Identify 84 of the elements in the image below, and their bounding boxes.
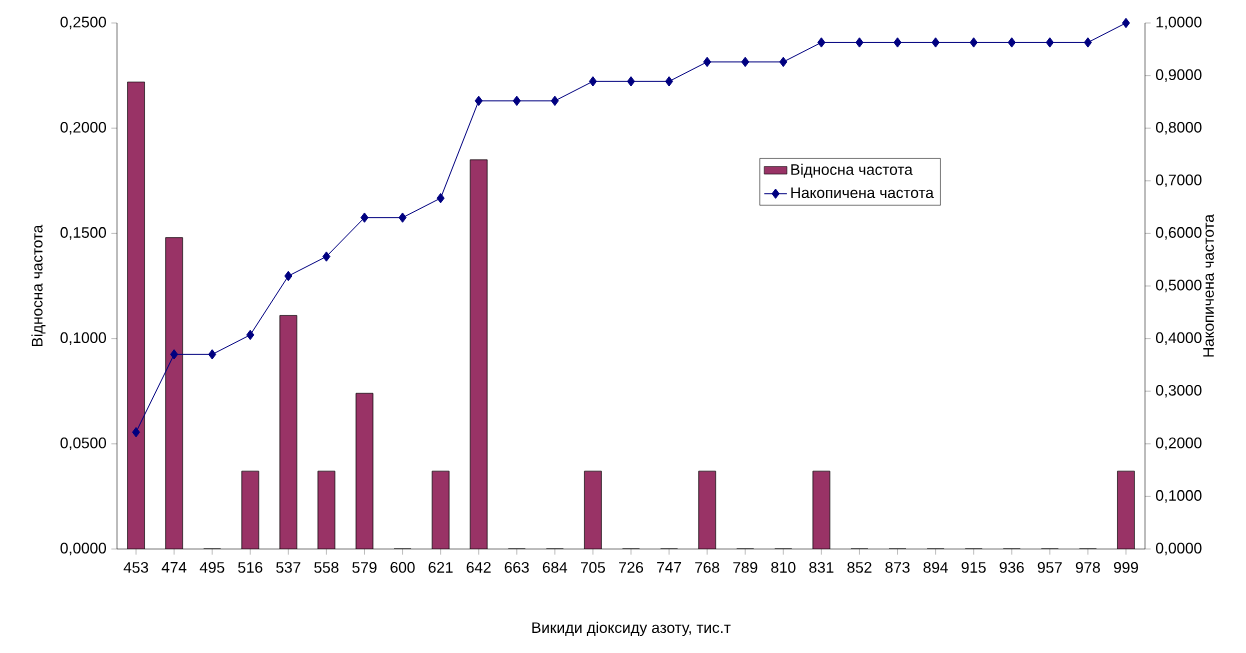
x-tick-label: 516 bbox=[238, 562, 263, 573]
x-tick-label: 621 bbox=[428, 562, 453, 573]
x-tick-label: 999 bbox=[1113, 562, 1138, 573]
x-tick-label: 495 bbox=[199, 562, 225, 573]
x-tick-label: 810 bbox=[771, 562, 796, 573]
point bbox=[322, 251, 331, 262]
x-tick-label: 768 bbox=[695, 562, 720, 573]
point bbox=[398, 212, 407, 223]
point bbox=[512, 95, 521, 106]
x-tick-label: 537 bbox=[276, 562, 301, 573]
y-tick-label: 0,2500 bbox=[60, 16, 107, 30]
point bbox=[132, 427, 141, 438]
point bbox=[360, 212, 369, 223]
point bbox=[246, 329, 255, 341]
point bbox=[665, 76, 674, 87]
point bbox=[1045, 37, 1054, 48]
point bbox=[855, 37, 864, 48]
bar bbox=[165, 237, 183, 549]
y2-tick-label: 0,6000 bbox=[1155, 227, 1202, 240]
x-tick-label: 915 bbox=[961, 562, 986, 573]
point bbox=[1121, 17, 1130, 29]
legend-label: Відносна частота bbox=[791, 163, 913, 178]
point bbox=[627, 76, 635, 87]
x-tick-label: 642 bbox=[466, 562, 491, 573]
point bbox=[550, 95, 559, 106]
x-tick-label: 957 bbox=[1037, 562, 1062, 573]
point bbox=[208, 349, 217, 360]
point bbox=[170, 349, 179, 360]
point bbox=[1007, 37, 1016, 48]
x-tick-label: 579 bbox=[352, 562, 377, 573]
point bbox=[817, 37, 826, 48]
x-tick-label: 894 bbox=[923, 562, 948, 573]
y-tick-label: 0,1000 bbox=[60, 332, 107, 345]
point bbox=[893, 37, 902, 48]
x-tick-label: 978 bbox=[1075, 562, 1100, 573]
point bbox=[588, 76, 597, 87]
x-axis-title: Викиди діоксиду азоту, тис.т bbox=[532, 621, 731, 637]
y2-tick-label: 0,0000 bbox=[1155, 542, 1202, 556]
x-tick-label: 852 bbox=[847, 562, 872, 573]
point bbox=[703, 56, 712, 68]
bar bbox=[584, 471, 602, 549]
point bbox=[969, 37, 978, 48]
y2-axis-title: Накопичена частота bbox=[1203, 214, 1214, 357]
y2-tick-label: 0,2000 bbox=[1155, 437, 1202, 451]
y-tick-label: 0,2000 bbox=[60, 121, 107, 135]
x-tick-label: 453 bbox=[123, 562, 149, 573]
x-tick-label: 747 bbox=[657, 562, 682, 573]
point bbox=[436, 193, 445, 204]
y2-tick-label: 0,1000 bbox=[1155, 490, 1202, 503]
y-tick-label: 0,1500 bbox=[60, 227, 107, 240]
y2-tick-label: 0,4000 bbox=[1155, 332, 1202, 345]
y-tick-label: 0,0000 bbox=[60, 542, 107, 556]
x-tick-label: 558 bbox=[314, 562, 339, 573]
y2-tick-label: 1,0000 bbox=[1156, 16, 1202, 30]
point bbox=[741, 56, 750, 68]
x-tick-label: 789 bbox=[733, 562, 758, 573]
point bbox=[1083, 37, 1092, 48]
x-tick-label: 684 bbox=[542, 562, 568, 573]
x-tick-label: 936 bbox=[999, 562, 1024, 573]
point bbox=[284, 270, 293, 282]
y2-tick-label: 0,8000 bbox=[1155, 121, 1202, 135]
bar bbox=[1117, 470, 1135, 549]
bar bbox=[470, 159, 488, 549]
x-tick-label: 600 bbox=[390, 562, 415, 573]
y2-tick-label: 0,7000 bbox=[1155, 174, 1202, 188]
bar bbox=[698, 471, 716, 549]
x-tick-label: 474 bbox=[161, 562, 187, 573]
point bbox=[474, 95, 483, 106]
bar bbox=[279, 315, 297, 549]
y-tick-label: 0,0500 bbox=[60, 437, 107, 451]
point bbox=[779, 56, 788, 68]
y2-tick-label: 0,5000 bbox=[1155, 279, 1202, 293]
x-tick-label: 831 bbox=[809, 562, 834, 573]
y2-tick-label: 0,3000 bbox=[1155, 384, 1202, 398]
y-axis-title: Відносна частота bbox=[31, 224, 46, 347]
x-tick-label: 663 bbox=[504, 562, 529, 573]
x-tick-label: 726 bbox=[619, 562, 644, 573]
y2-tick-label: 0,9000 bbox=[1155, 69, 1202, 82]
legend-label: Накопичена частота bbox=[791, 187, 934, 199]
bar bbox=[241, 471, 259, 549]
x-tick-label: 873 bbox=[885, 562, 910, 573]
bar bbox=[127, 81, 145, 549]
point bbox=[931, 37, 940, 48]
x-tick-label: 705 bbox=[580, 562, 606, 573]
